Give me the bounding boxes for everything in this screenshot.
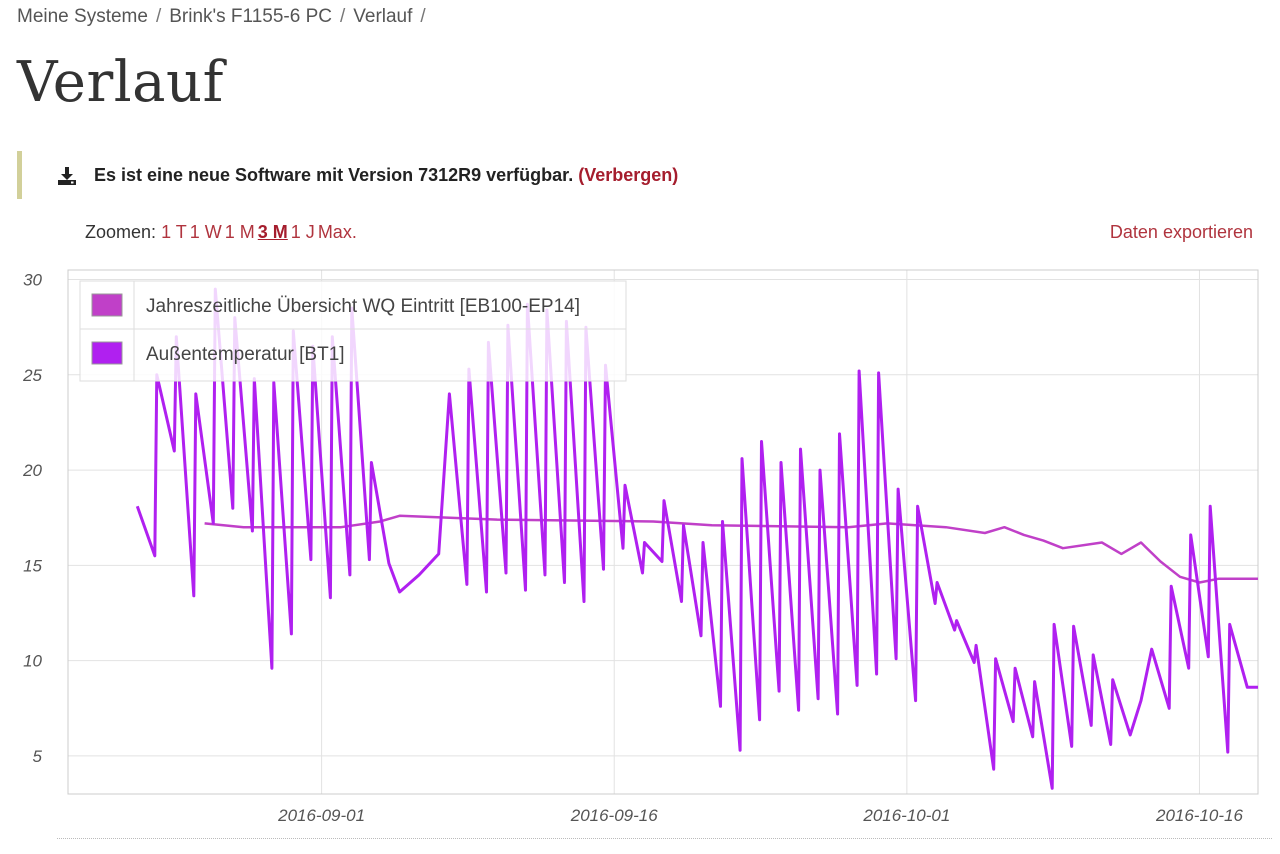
zoom-label: Zoomen: bbox=[85, 222, 157, 242]
y-tick-label: 5 bbox=[33, 747, 43, 766]
legend-swatch-1 bbox=[91, 293, 123, 317]
hide-notice-link[interactable]: (Verbergen) bbox=[578, 165, 679, 185]
notice-text: Es ist eine neue Software mit Version 73… bbox=[94, 165, 574, 185]
breadcrumb: Meine Systeme / Brink's F1155-6 PC / Verlauf… bbox=[17, 6, 434, 28]
x-tick-label: 2016-10-01 bbox=[862, 806, 950, 825]
page-title: Verlauf bbox=[17, 50, 224, 115]
zoom-option-1-week[interactable]: 1 W bbox=[189, 222, 222, 242]
y-tick-label: 25 bbox=[22, 366, 42, 385]
y-tick-label: 20 bbox=[22, 461, 42, 480]
breadcrumb-separator: / bbox=[155, 6, 162, 27]
x-tick-label: 2016-09-16 bbox=[570, 806, 659, 825]
history-chart: 5 10 15 20 25 30 2016-09-01 2016-09-16 2016-10-0… bbox=[22, 269, 1259, 825]
legend-swatch-2 bbox=[91, 341, 123, 365]
series-line-1 bbox=[204, 514, 1258, 584]
zoom-option-1-day[interactable]: 1 T bbox=[161, 222, 187, 242]
zoom-option-1-year[interactable]: 1 J bbox=[290, 222, 315, 242]
zoom-option-1-month[interactable]: 1 M bbox=[224, 222, 255, 242]
zoom-option-max[interactable]: Max. bbox=[317, 222, 357, 242]
breadcrumb-item-history[interactable]: Verlauf bbox=[353, 6, 413, 27]
y-tick-label: 30 bbox=[23, 271, 42, 290]
legend bbox=[79, 280, 627, 382]
download-icon bbox=[58, 167, 76, 185]
legend-label-1: Jahreszeitliche Übersicht WQ Eintritt [E… bbox=[146, 296, 580, 317]
breadcrumb-item-systems[interactable]: Meine Systeme bbox=[17, 6, 148, 27]
x-tick-label: 2016-10-16 bbox=[1155, 806, 1244, 825]
x-tick-label: 2016-09-01 bbox=[277, 806, 365, 825]
breadcrumb-separator: / bbox=[420, 6, 426, 27]
breadcrumb-item-device[interactable]: Brink's F1155-6 PC bbox=[169, 6, 332, 27]
y-tick-label: 10 bbox=[23, 652, 42, 671]
software-update-notice: Es ist eine neue Software mit Version 73… bbox=[17, 151, 1022, 199]
y-tick-label: 15 bbox=[23, 556, 42, 575]
legend-label-2: Außentemperatur [BT1] bbox=[146, 344, 345, 365]
zoom-option-3-months[interactable]: 3 M bbox=[257, 222, 288, 242]
export-data-link[interactable]: Daten exportieren bbox=[1109, 222, 1253, 242]
breadcrumb-separator: / bbox=[339, 6, 346, 27]
notice-message: Es ist eine neue Software mit Version 73… bbox=[94, 165, 678, 186]
plot-frame bbox=[67, 269, 1259, 795]
series-line-2 bbox=[135, 287, 1258, 790]
chart-divider bbox=[57, 838, 1272, 839]
